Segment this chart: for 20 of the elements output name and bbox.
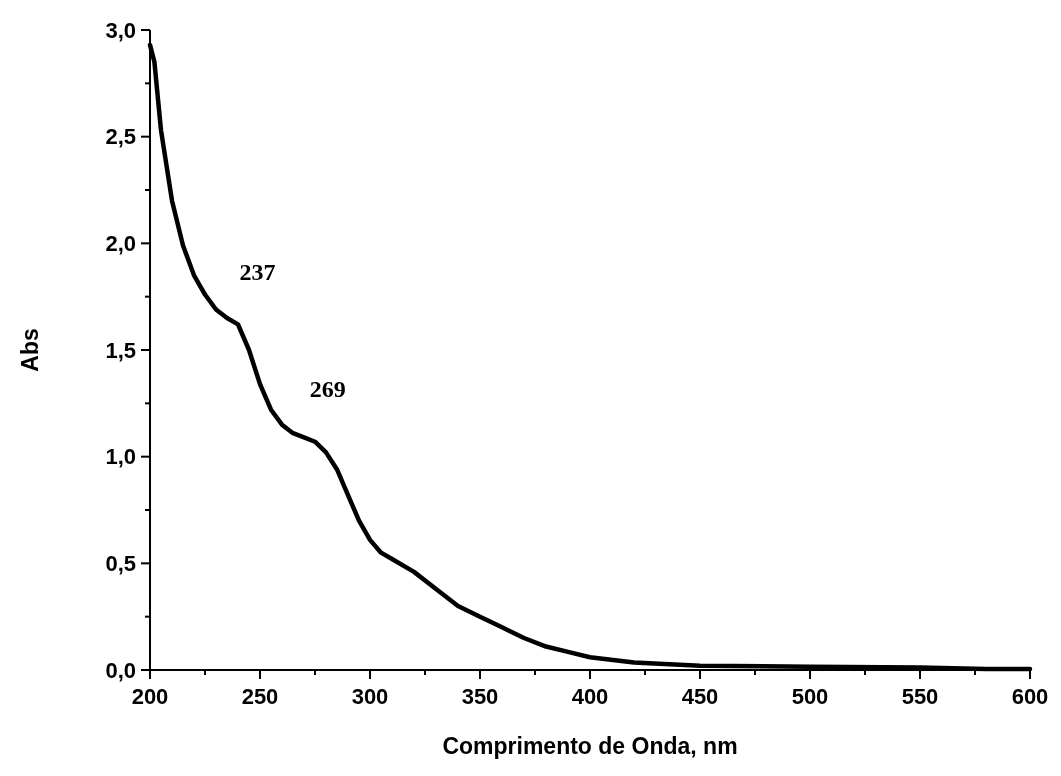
- x-tick-label: 300: [351, 684, 389, 709]
- x-tick-label: 200: [131, 684, 169, 709]
- y-tick-label: 0,5: [105, 551, 136, 577]
- y-axis-title: Abs: [17, 328, 43, 372]
- x-tick-label: 450: [681, 684, 719, 709]
- y-tick-label: 1,0: [105, 444, 136, 470]
- x-tick-label: 400: [571, 684, 609, 709]
- y-tick-label: 2,5: [105, 124, 136, 150]
- x-tick-label: 350: [461, 684, 499, 709]
- annotation: 269: [309, 376, 346, 403]
- y-tick-label: 2,0: [105, 231, 136, 257]
- x-axis-title: Comprimento de Onda, nm: [442, 733, 738, 759]
- x-tick-label: 500: [791, 684, 829, 709]
- x-tick-label: 550: [901, 684, 939, 709]
- x-tick-label: 600: [1011, 684, 1049, 709]
- x-tick-label: 250: [241, 684, 279, 709]
- y-tick-label: 0,0: [105, 657, 136, 683]
- annotation: 237: [239, 259, 276, 286]
- y-tick-label: 3,0: [105, 17, 136, 43]
- y-tick-label: 1,5: [105, 337, 136, 363]
